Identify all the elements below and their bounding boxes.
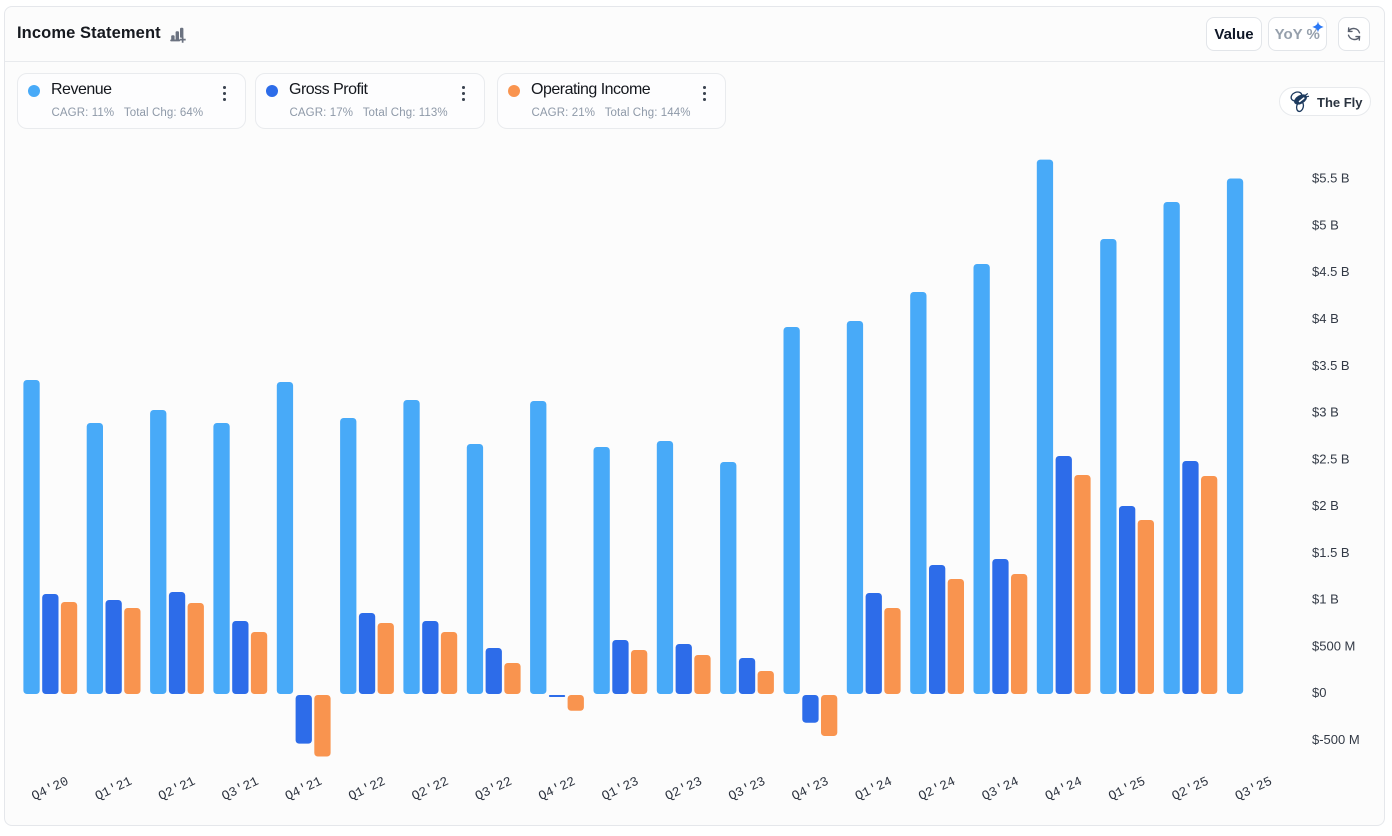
svg-text:$3 B: $3 B	[1312, 405, 1339, 420]
svg-text:Q2'22: Q2'22	[409, 774, 451, 804]
svg-text:$500 M: $500 M	[1312, 638, 1355, 653]
svg-text:Q2'21: Q2'21	[156, 774, 198, 804]
svg-text:Q4'22: Q4'22	[536, 774, 578, 804]
svg-text:Q1'25: Q1'25	[1106, 774, 1148, 804]
svg-text:$2.5 B: $2.5 B	[1312, 451, 1350, 466]
svg-text:Q3'25: Q3'25	[1233, 774, 1275, 804]
svg-text:Q3'24: Q3'24	[979, 774, 1021, 804]
svg-text:$4 B: $4 B	[1312, 311, 1339, 326]
svg-text:Q2'24: Q2'24	[916, 774, 958, 804]
svg-text:$2 B: $2 B	[1312, 498, 1339, 513]
svg-text:Q2'23: Q2'23	[663, 774, 705, 804]
svg-text:Q1'24: Q1'24	[853, 774, 895, 804]
svg-text:$1 B: $1 B	[1312, 592, 1339, 607]
svg-text:$4.5 B: $4.5 B	[1312, 264, 1350, 279]
svg-text:Q1'21: Q1'21	[93, 774, 135, 804]
svg-text:$0: $0	[1312, 685, 1326, 700]
svg-text:$3.5 B: $3.5 B	[1312, 358, 1350, 373]
svg-text:$5.5 B: $5.5 B	[1312, 171, 1350, 186]
svg-text:Q3'22: Q3'22	[473, 774, 515, 804]
svg-text:Q1'23: Q1'23	[599, 774, 641, 804]
svg-text:Q1'22: Q1'22	[346, 774, 388, 804]
svg-text:$1.5 B: $1.5 B	[1312, 545, 1350, 560]
svg-text:Q3'21: Q3'21	[219, 774, 261, 804]
svg-text:$-500 M: $-500 M	[1312, 732, 1360, 747]
svg-text:Q4'24: Q4'24	[1043, 774, 1085, 804]
svg-text:Q3'23: Q3'23	[726, 774, 768, 804]
svg-text:Q4'20: Q4'20	[29, 774, 71, 804]
svg-text:Q2'25: Q2'25	[1169, 774, 1211, 804]
svg-text:Q4'21: Q4'21	[283, 774, 325, 804]
svg-text:$5 B: $5 B	[1312, 218, 1339, 233]
svg-text:Q4'23: Q4'23	[789, 774, 831, 804]
